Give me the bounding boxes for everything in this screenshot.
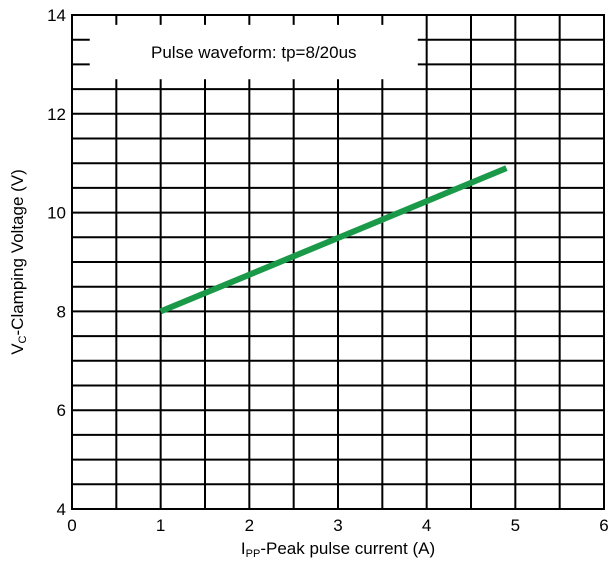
x-tick-labels: 0 1 2 3 4 5 6 (67, 516, 608, 535)
y-tick-label: 14 (47, 6, 66, 25)
x-tick-label: 1 (156, 516, 165, 535)
plot-frame (71, 14, 605, 510)
series-layer (159, 165, 508, 315)
x-axis-label: IPP-Peak pulse current (A) (241, 539, 435, 560)
x-tick-label: 4 (422, 516, 431, 535)
y-tick-label: 12 (47, 105, 66, 124)
y-tick-label: 8 (57, 302, 66, 321)
series-line (159, 165, 508, 315)
x-tick-label: 3 (333, 516, 342, 535)
y-tick-labels: 4 6 8 10 12 14 (47, 6, 66, 519)
y-axis-label: VC-Clamping Voltage (V) (8, 169, 29, 355)
annotation-text: Pulse waveform: tp=8/20us (151, 43, 357, 62)
x-tick-label: 6 (599, 516, 608, 535)
x-tick-label: 2 (245, 516, 254, 535)
x-tick-label: 5 (511, 516, 520, 535)
y-tick-label: 6 (57, 401, 66, 420)
grid (71, 14, 605, 510)
y-tick-label: 10 (47, 204, 66, 223)
x-tick-label: 0 (67, 516, 76, 535)
annotation-box: Pulse waveform: tp=8/20us (89, 24, 418, 80)
y-tick-label: 4 (57, 500, 66, 519)
